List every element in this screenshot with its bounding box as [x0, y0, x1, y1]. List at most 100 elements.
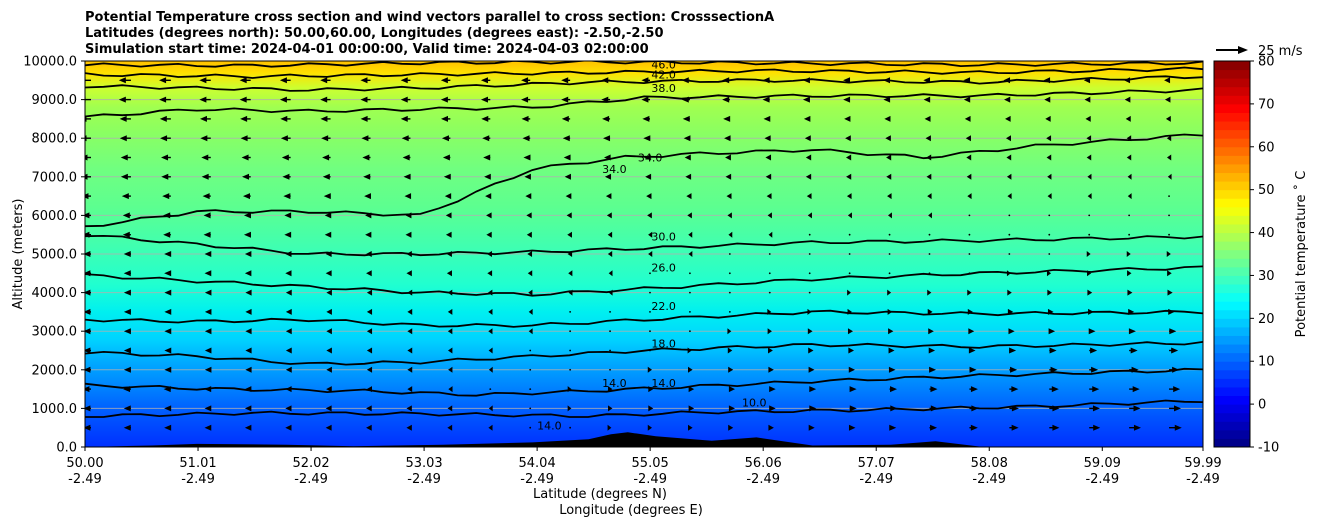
- wind-vector-head: [325, 251, 332, 257]
- wind-vector-head: [244, 405, 252, 412]
- wind-vector-head: [601, 77, 609, 84]
- y-tick-label: 3000.0: [32, 325, 78, 340]
- wind-vector-head: [1090, 347, 1098, 354]
- colorbar-band: [1214, 78, 1250, 88]
- wind-vector-head: [240, 115, 248, 122]
- x-tick-label-lat: 53.03: [405, 456, 442, 471]
- x-tick-label-lat: 59.99: [1184, 456, 1221, 471]
- wind-vector: [529, 349, 532, 352]
- wind-vector-head: [123, 328, 131, 335]
- wind-vector: [1008, 253, 1011, 255]
- wind-vector: [968, 253, 971, 255]
- wind-vector-head: [243, 212, 251, 219]
- wind-vector-head: [645, 173, 652, 180]
- wind-vector-head: [768, 231, 773, 238]
- wind-vector-head: [239, 77, 247, 84]
- wind-vector-head: [969, 366, 977, 373]
- contour-label: 50.0: [957, 45, 982, 58]
- wind-vector: [1048, 233, 1051, 236]
- wind-vector-head: [366, 424, 372, 431]
- colorbar-tick-label: 80: [1258, 55, 1275, 70]
- wind-vector-head: [407, 386, 413, 393]
- wind-vector-head: [1007, 289, 1012, 296]
- wind-vector-head: [849, 405, 857, 412]
- wind-vector-head: [244, 251, 252, 257]
- colorbar-band: [1214, 146, 1250, 156]
- wind-vector-head: [606, 212, 612, 219]
- wind-vector-head: [326, 328, 332, 335]
- y-tick-label: 0.0: [56, 441, 77, 456]
- wind-vector-head: [400, 77, 408, 84]
- wind-vector-head: [687, 212, 692, 219]
- wind-vector-head: [1166, 251, 1171, 257]
- wind-vector-head: [361, 135, 369, 142]
- wind-vector-head: [366, 251, 372, 257]
- wind-vector: [848, 233, 851, 236]
- wind-vector-head: [488, 405, 493, 412]
- wind-vector-head: [204, 424, 212, 431]
- wind-vector-head: [522, 135, 530, 142]
- contour-line-38.0: [85, 87, 1203, 118]
- wind-vector-head: [1167, 270, 1172, 277]
- wind-vector-head: [118, 77, 126, 84]
- wind-vector-head: [809, 405, 817, 412]
- wind-vector-head: [1044, 96, 1051, 103]
- wind-vector-head: [406, 405, 412, 412]
- wind-vector-head: [1093, 424, 1101, 431]
- wind-vector: [1128, 233, 1131, 236]
- wind-vector-head: [406, 251, 412, 257]
- wind-vector-head: [365, 212, 372, 219]
- wind-vector-head: [122, 231, 130, 238]
- wind-vector-head: [488, 347, 493, 354]
- wind-vector-head: [123, 424, 131, 431]
- wind-vector-head: [685, 173, 692, 180]
- wind-vector: [1168, 214, 1170, 217]
- wind-vector-head: [320, 96, 328, 103]
- wind-vector: [888, 233, 891, 236]
- wind-vector-head: [527, 270, 533, 277]
- wind-vector-head: [204, 251, 212, 257]
- wind-vector: [848, 253, 851, 255]
- wind-vector: [928, 272, 931, 275]
- wind-vector: [1168, 233, 1170, 236]
- wind-vector-head: [161, 154, 169, 161]
- wind-vector-head: [285, 251, 292, 257]
- wind-vector: [968, 233, 971, 236]
- wind-vector-head: [119, 115, 127, 122]
- wind-vector-head: [240, 135, 248, 142]
- y-tick-label: 9000.0: [32, 93, 78, 108]
- wind-vector-head: [1087, 270, 1092, 277]
- wind-vector-head: [1165, 115, 1171, 122]
- title-line-1: Potential Temperature cross section and …: [85, 10, 774, 25]
- wind-vector-head: [843, 77, 851, 84]
- wind-vector-head: [847, 328, 853, 335]
- wind-vector-head: [244, 424, 252, 431]
- wind-vector-head: [279, 96, 287, 103]
- wind-vector-head: [407, 366, 413, 373]
- wind-vector-head: [603, 135, 611, 142]
- wind-vector-head: [487, 251, 492, 257]
- colorbar-band: [1214, 215, 1250, 225]
- wind-vector-head: [926, 173, 932, 180]
- y-tick-label: 10000.0: [23, 55, 77, 70]
- wind-vector-head: [1128, 308, 1135, 315]
- wind-vector: [649, 349, 651, 352]
- x-tick-label-lon: -2.49: [1186, 472, 1220, 487]
- wind-vector-head: [362, 154, 370, 161]
- wind-vector-head: [726, 193, 732, 200]
- quiver-key-arrowhead: [1238, 46, 1248, 54]
- wind-vector-head: [607, 251, 613, 257]
- wind-vector-head: [284, 212, 292, 219]
- wind-vector-head: [1046, 154, 1052, 161]
- wind-vector-head: [1091, 366, 1099, 373]
- wind-vector-head: [322, 173, 330, 180]
- wind-vector-head: [967, 193, 972, 200]
- wind-vector-head: [728, 424, 734, 431]
- wind-vector-head: [164, 308, 172, 315]
- wind-vector-head: [85, 328, 91, 335]
- wind-vector-head: [762, 96, 770, 103]
- wind-vector-head: [848, 366, 855, 373]
- wind-vector-head: [441, 115, 449, 122]
- contour-line-18.0: [85, 341, 1203, 366]
- wind-vector-head: [1011, 386, 1019, 393]
